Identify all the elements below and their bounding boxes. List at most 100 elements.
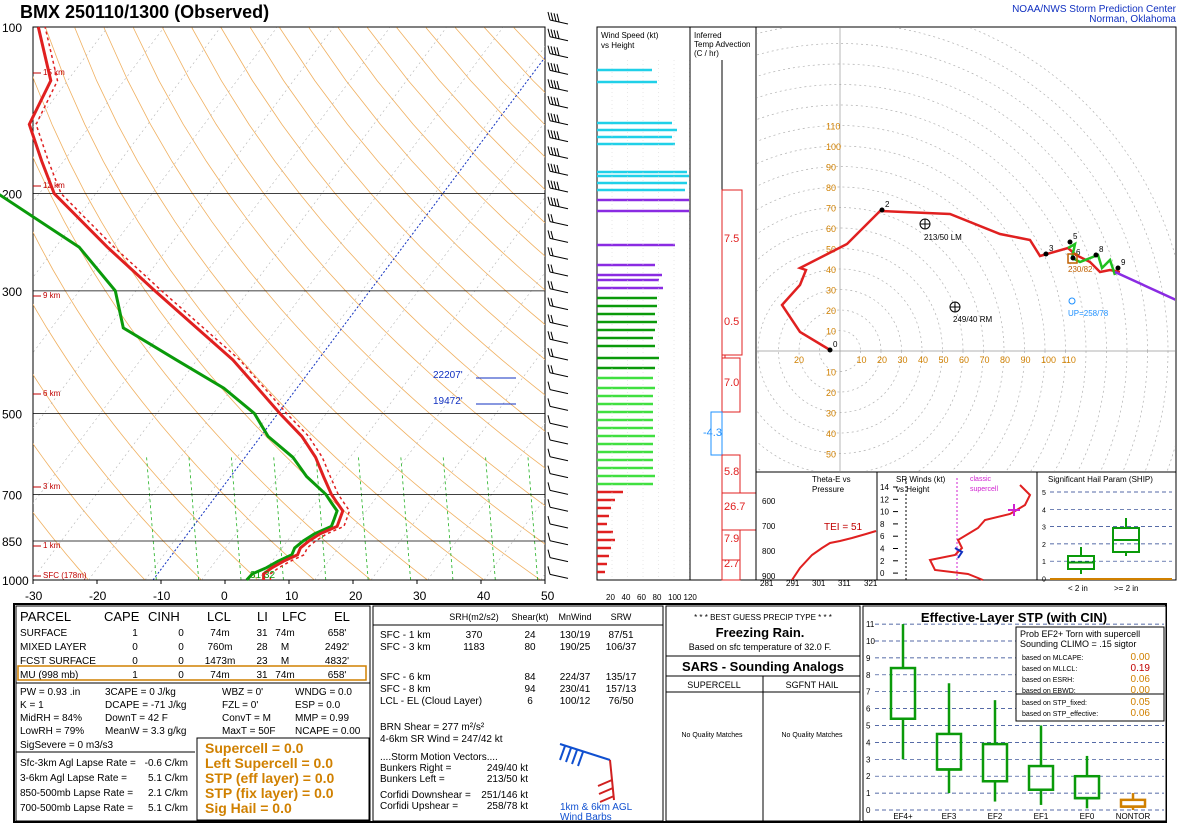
parcel-cell: 0: [178, 642, 184, 653]
hodo-ring-label: 110: [1062, 355, 1076, 365]
composite-param: STP (fix layer) = 0.0: [205, 785, 334, 801]
parcel-cell: 0: [178, 628, 184, 639]
temp-tick-label: -30: [25, 589, 43, 603]
wind-barb: [547, 62, 569, 75]
kin-cell: 190/25: [560, 642, 591, 653]
parcel-cell: 2492': [325, 642, 349, 653]
temp-tick-label: -10: [153, 589, 171, 603]
tei-label: TEI = 51: [824, 522, 863, 533]
stp-prob-label: based on MLLCL:: [1022, 666, 1077, 673]
wind-barb-column: [547, 11, 569, 579]
wind-barb: [547, 398, 569, 411]
wind-barb: [547, 179, 569, 193]
parcel-cell: 74m: [275, 628, 294, 639]
wind-barb: [547, 431, 569, 445]
stp-category-label: NONTOR: [1116, 812, 1151, 821]
stp-prob-value: 0.05: [1131, 697, 1151, 708]
dry-adiabat: [337, 27, 545, 257]
advection-value: 7.5: [724, 233, 739, 245]
svg-text:249/40 RM: 249/40 RM: [953, 315, 992, 324]
theta-e-title-1: Theta-E vs: [812, 475, 851, 484]
dry-adiabat: [249, 27, 545, 361]
hodo-km-marker: [1067, 239, 1073, 245]
agl-wind-barbs: [559, 743, 615, 803]
sr-winds-panel: SR Winds (kt) vs Height classic supercel…: [876, 471, 1038, 581]
stp-box: EF1: [1027, 725, 1055, 821]
hodo-ring-label: 30: [898, 355, 908, 365]
svg-text:213/50 LM: 213/50 LM: [924, 233, 962, 242]
parcel-header: CAPE: [104, 609, 140, 624]
composite-param: Sig Hail = 0.0: [205, 800, 292, 816]
wind-barb: [547, 314, 569, 327]
hodo-km-label: 5: [1073, 232, 1078, 241]
ship-y-tick: 2: [1042, 542, 1046, 549]
advection-value: 7.9: [724, 533, 739, 545]
advection-bar: 7.5: [721, 189, 743, 356]
kin-row-label: SFC - 6 km: [380, 672, 431, 683]
ship-frame: [1036, 471, 1177, 581]
brn-shear: BRN Shear = 277 m²/s²: [380, 722, 485, 733]
corfidi-label: Corfidi Upshear =: [380, 801, 458, 812]
kin-cell: 224/37: [560, 672, 591, 683]
parcel-cell: 74m: [210, 670, 229, 681]
sig-severe: SigSevere = 0 m3/s3: [20, 740, 114, 751]
mixing-ratio-line: [442, 457, 454, 580]
wind-barb: [547, 499, 569, 512]
corfidi-value: 258/78 kt: [487, 801, 528, 812]
mixing-ratio-line: [358, 457, 369, 580]
parcel-cell: 658': [328, 628, 347, 639]
parcel-cell: 658': [328, 670, 347, 681]
kin-cell: 157/13: [606, 684, 637, 695]
sr-title-2: vs Height: [896, 485, 930, 494]
parcel-cell: 1473m: [205, 656, 236, 667]
stp-box: EF4+: [889, 624, 917, 821]
wind-speed-tick: 60: [637, 593, 646, 602]
temp-advection-panel: Inferred Temp Advection (C / hr) 7.5 0.5 7…: [689, 26, 757, 581]
stp-y-tick: 3: [866, 755, 871, 764]
wind-barb: [547, 347, 569, 361]
theta-e-title-2: Pressure: [812, 485, 845, 494]
stp-y-tick: 6: [866, 705, 871, 714]
theta-x-tick: 281: [760, 579, 774, 588]
isotherm: [33, 27, 108, 128]
isotherm: [88, 27, 504, 580]
isotherm: [427, 422, 545, 580]
height-label: 15 km: [43, 68, 65, 77]
wind-barb: [547, 364, 569, 378]
wind-speed-tick: 120: [684, 593, 698, 602]
kin-row-label: SFC - 3 km: [380, 642, 431, 653]
lapse-label: 3-6km Agl Lapse Rate =: [20, 773, 127, 784]
kin-cell: 6: [527, 696, 533, 707]
stp-y-tick: 5: [866, 722, 871, 731]
wind-speed-tick: 40: [622, 593, 631, 602]
parcel-cell: 0: [132, 642, 138, 653]
hodo-km-label: 6: [1076, 248, 1081, 257]
parcel-header: LI: [257, 609, 268, 624]
stp-box: EF0: [1073, 755, 1101, 821]
isotherm: [33, 27, 278, 354]
hodo-km-label: 8: [1099, 245, 1104, 254]
sr-y-tick: 10: [880, 508, 889, 517]
index-cell: MidRH = 84%: [20, 713, 82, 724]
stp-y-tick: 0: [866, 806, 871, 815]
stp-prob-line1: Prob EF2+ Torn with supercell: [1020, 629, 1140, 639]
parcel-cell: 74m: [210, 628, 229, 639]
pressure-label: 100: [2, 21, 22, 35]
parcel-cell: 74m: [275, 670, 294, 681]
stp-prob-value: 0.00: [1131, 685, 1151, 696]
theta-e-panel: Theta-E vs Pressure TEI = 51 281 291 301 31…: [755, 471, 878, 588]
parcel-cell: 0: [178, 656, 184, 667]
stp-y-tick: 1: [866, 789, 871, 798]
theta-y-tick: 600: [762, 497, 776, 506]
index-cell: DCAPE = -71 J/kg: [105, 700, 186, 711]
stp-prob-label: based on ESRH:: [1022, 677, 1074, 684]
ship-x-label: < 2 in: [1068, 584, 1088, 593]
advection-value: 26.7: [724, 501, 745, 513]
stp-box: EF3: [935, 683, 963, 821]
kin-cell: 84: [524, 672, 536, 683]
sars-col-supercell: SUPERCELL: [687, 680, 741, 690]
sr-y-tick: 8: [880, 520, 885, 529]
stp-box: NONTOR: [1116, 793, 1151, 821]
hodo-ring-label: 80: [1000, 355, 1010, 365]
sr-y-tick: 14: [880, 483, 889, 492]
